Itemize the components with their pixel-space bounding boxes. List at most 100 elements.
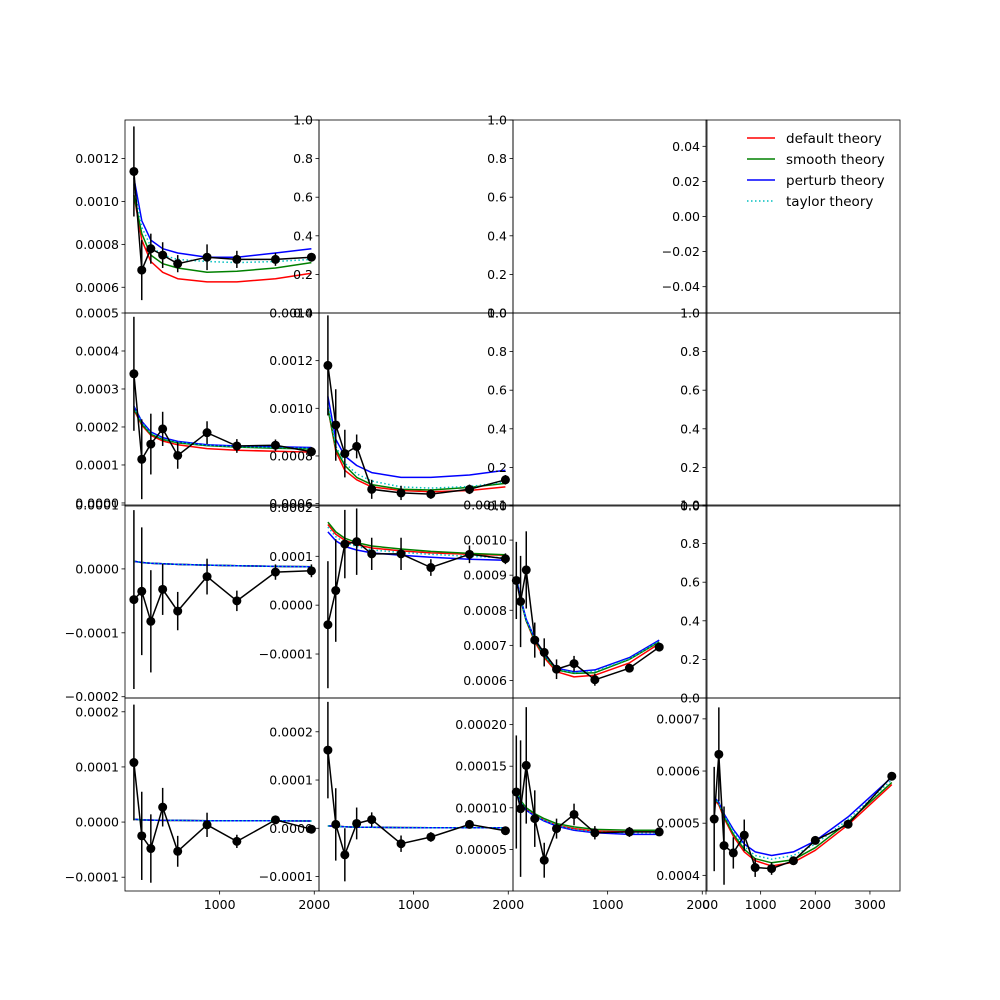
data-point (158, 250, 168, 260)
series-line-taylor-theory (133, 560, 312, 568)
y-tick-label: 0.6 (293, 190, 313, 205)
data-point (129, 758, 139, 768)
y-tick-label: 0.0003 (75, 381, 119, 396)
data-point (306, 824, 316, 834)
y-tick-label: 0.0000 (75, 561, 119, 576)
y-tick-label: −0.0001 (65, 870, 119, 885)
y-tick-label: 1.0 (293, 113, 313, 128)
data-point (590, 828, 600, 838)
data-point (426, 832, 436, 842)
y-tick-label: 0.2 (293, 267, 313, 282)
data-point (367, 549, 377, 559)
data-point (331, 420, 341, 430)
y-tick-label: 0.0004 (656, 868, 700, 883)
series-line-taylor-theory (327, 526, 506, 559)
data-point (137, 454, 147, 464)
y-tick-label: 0.8 (680, 536, 700, 551)
data-point (173, 606, 183, 616)
data-point (306, 447, 316, 457)
y-tick-label: 0.0 (487, 499, 507, 514)
y-tick-label: 0.2 (487, 267, 507, 282)
series-line-taylor-theory (133, 184, 312, 264)
y-tick-label: 0.6 (487, 383, 507, 398)
data-point (739, 830, 749, 840)
y-tick-label: 0.6 (680, 575, 700, 590)
subplot-r3c2: 0.00005 0.00010 0.00015 0.00020 1000 2000 (455, 697, 718, 912)
y-tick-label: 0.4 (487, 228, 507, 243)
x-tick-label: 2000 (686, 897, 718, 912)
data-point (539, 855, 549, 865)
y-tick-label: 0.0007 (463, 638, 507, 653)
series-line-perturb-theory (133, 177, 312, 258)
series-line-perturb-theory (327, 396, 506, 479)
data-point (146, 616, 156, 626)
y-tick-label: 0.6 (680, 383, 700, 398)
x-tick-label: 2000 (799, 897, 831, 912)
data-point (306, 252, 316, 262)
axes-frame (705, 697, 901, 892)
x-tick-label: 1000 (204, 897, 236, 912)
subplot-grid: 0.0006 0.0008 0.0010 0.0012 0.0 0.2 0.4 0.6 0.8 1… (65, 113, 901, 912)
data-point (396, 488, 406, 498)
data-point (750, 863, 760, 873)
y-tick-label: 0.0005 (656, 816, 700, 831)
data-point (352, 537, 362, 547)
series-line-default-theory (133, 194, 312, 283)
y-tick-label: 0.0010 (75, 194, 119, 209)
legend-entry: taylor theory (747, 194, 873, 210)
y-tick-label: −0.0001 (65, 625, 119, 640)
data-point (232, 441, 242, 451)
legend-label-default: default theory (786, 131, 882, 147)
x-tick-label: 0 (702, 897, 710, 912)
y-tick-label: 1.0 (487, 113, 507, 128)
y-tick-label: 0.4 (680, 421, 700, 436)
y-tick-label: 0.0002 (75, 419, 119, 434)
y-tick-label: 0.2 (680, 460, 700, 475)
y-tick-label: 0.0008 (463, 603, 507, 618)
y-tick-label: 0.0010 (463, 533, 507, 548)
legend-label-smooth: smooth theory (786, 152, 885, 168)
y-tick-label: 0.04 (672, 139, 700, 154)
data-point (788, 856, 798, 866)
y-tick-label: 0.0005 (75, 306, 119, 321)
data-point (173, 846, 183, 856)
data-point (173, 259, 183, 269)
y-tick-label: 0.0007 (656, 711, 700, 726)
data-point (137, 831, 147, 841)
data-point (624, 663, 634, 673)
data-point (464, 819, 474, 829)
data-point (270, 815, 280, 825)
y-tick-label: 0.8 (487, 151, 507, 166)
data-point (202, 820, 212, 830)
legend-label-perturb: perturb theory (786, 173, 885, 189)
data-point (396, 549, 406, 559)
y-tick-label: −0.0001 (259, 647, 313, 662)
y-tick-label: 0.0008 (269, 448, 313, 463)
data-point (146, 244, 156, 254)
data-point (530, 635, 540, 645)
data-point (654, 642, 664, 652)
subplot-r0c0: 0.0006 0.0008 0.0010 0.0012 (75, 119, 320, 314)
y-tick-label: 0.0014 (269, 306, 313, 321)
data-point (709, 814, 719, 824)
y-tick-label: 0.0006 (463, 673, 507, 688)
x-tick-label: 1000 (592, 897, 624, 912)
data-point (464, 549, 474, 559)
y-tick-label: 0.0001 (75, 457, 119, 472)
series-line-taylor-theory (327, 403, 506, 489)
data-point (173, 450, 183, 460)
data-point (569, 809, 579, 819)
y-tick-label: 0.4 (293, 228, 313, 243)
data-point (306, 566, 316, 576)
data-point (270, 440, 280, 450)
data-point (530, 814, 540, 824)
data-point (137, 265, 147, 275)
data-point (323, 360, 333, 370)
y-tick-label: 0.0001 (75, 759, 119, 774)
y-tick-label: 0.8 (293, 151, 313, 166)
data-point (539, 647, 549, 657)
y-tick-label: 0.00 (672, 209, 700, 224)
data-point (202, 572, 212, 582)
subplot-r1c2: 0.0 0.2 0.4 0.6 0.8 1.0 (487, 306, 708, 514)
